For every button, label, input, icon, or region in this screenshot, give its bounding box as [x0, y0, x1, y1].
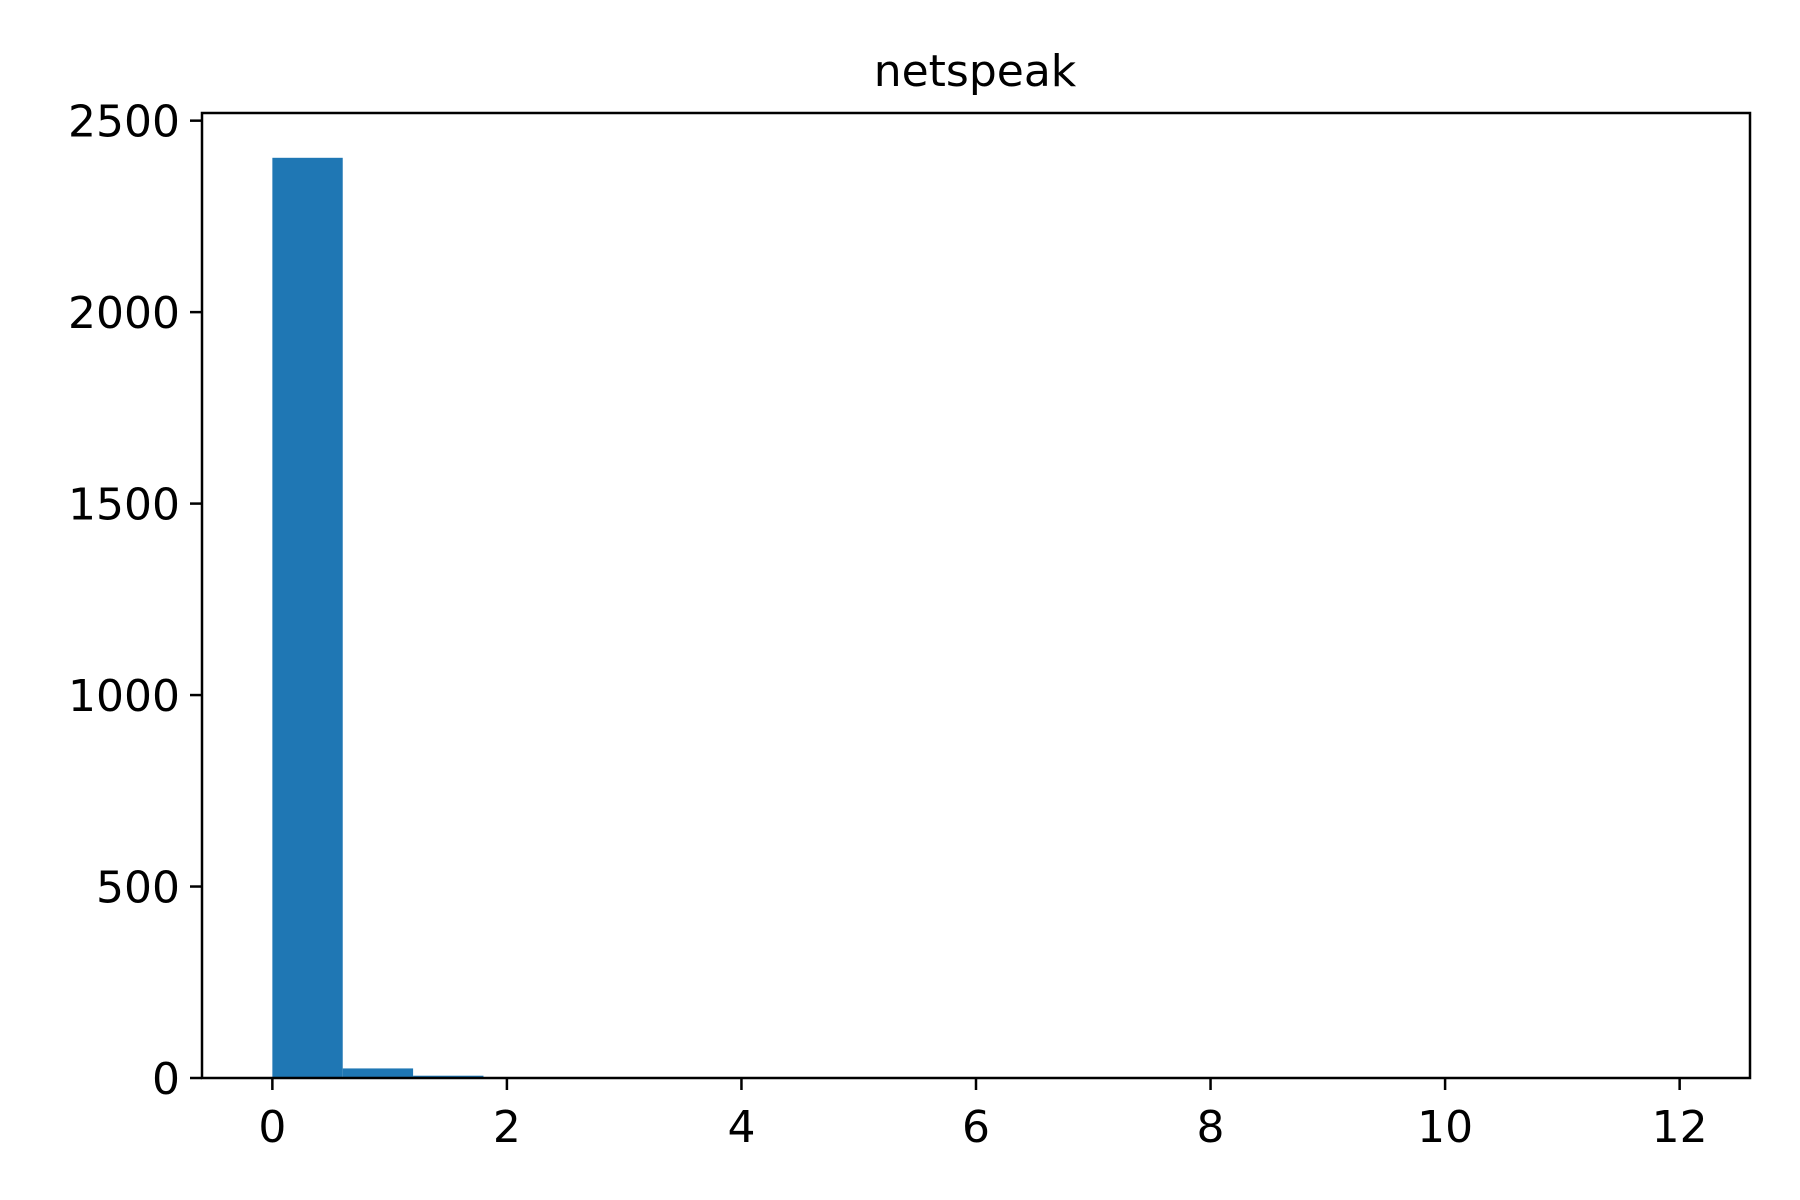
x-tick-label: 12 — [1652, 1102, 1708, 1153]
x-tick-label: 2 — [493, 1102, 521, 1153]
histogram-bar — [272, 157, 343, 1078]
bars-group — [272, 157, 1680, 1078]
x-tick-label: 10 — [1417, 1102, 1473, 1153]
x-axis: 0 2 4 6 8 10 12 — [258, 1078, 1708, 1153]
y-tick-label: 0 — [152, 1054, 180, 1105]
x-tick-label: 6 — [962, 1102, 990, 1153]
x-tick-label: 4 — [727, 1102, 755, 1153]
y-axis: 0 500 1000 1500 2000 2500 — [68, 97, 202, 1105]
y-tick-label: 2500 — [68, 97, 180, 148]
x-tick-label: 0 — [258, 1102, 286, 1153]
histogram-bar — [342, 1068, 414, 1078]
y-tick-label: 1500 — [68, 480, 180, 531]
plot-frame — [200, 111, 1752, 1080]
x-tick-label: 8 — [1197, 1102, 1225, 1153]
y-tick-label: 1000 — [68, 671, 180, 722]
chart-title: netspeak — [874, 46, 1077, 97]
y-tick-label: 2000 — [68, 288, 180, 339]
y-tick-label: 500 — [96, 863, 180, 914]
